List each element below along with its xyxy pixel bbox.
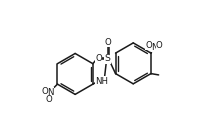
- Text: N: N: [151, 43, 158, 52]
- Text: O: O: [41, 86, 48, 96]
- Text: O: O: [95, 54, 102, 63]
- Text: O: O: [156, 41, 163, 50]
- Text: O: O: [104, 38, 111, 47]
- Text: N: N: [47, 88, 54, 97]
- Text: S: S: [104, 54, 111, 63]
- Text: O: O: [145, 41, 152, 50]
- Text: NH: NH: [95, 77, 108, 86]
- Text: O: O: [46, 95, 52, 104]
